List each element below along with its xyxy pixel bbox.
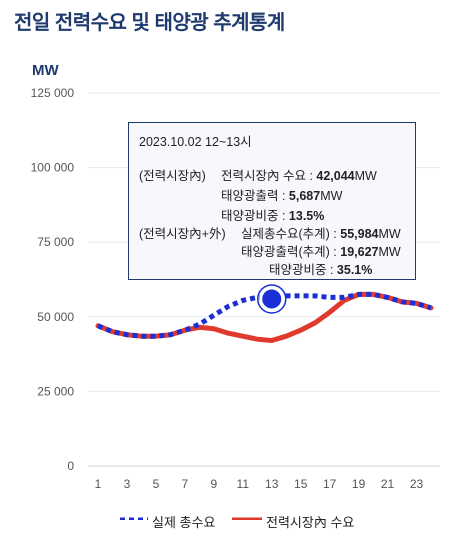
- y-tick-label: 125 000: [31, 86, 75, 100]
- page-title: 전일 전력수요 및 태양광 추계통계: [14, 12, 285, 34]
- tooltip-total-share: 태양광비중 : 35.1%: [269, 263, 373, 277]
- x-tick-label: 5: [153, 477, 160, 491]
- tooltip-market-solar: 태양광출력 : 5,687MW: [221, 189, 343, 203]
- highlight-ring: [256, 284, 287, 314]
- series-line-total-demand: [97, 291, 432, 339]
- chart-legend: 실제 총수요 전력시장內 수요: [0, 510, 465, 534]
- tooltip-market-demand: 전력시장內 수요 : 42,044MW: [221, 169, 377, 183]
- y-tick-label: 25 000: [37, 384, 74, 398]
- legend-label-market: 전력시장內 수요: [266, 515, 355, 530]
- y-axis-unit-label: MW: [32, 62, 59, 79]
- y-tick-label: 100 000: [31, 161, 75, 175]
- y-tick-label: 0: [67, 459, 74, 473]
- x-axis-ticks: 1 3 5 7 9 11 13 15 17 19 21 23: [95, 477, 424, 491]
- highlight-marker: [256, 284, 287, 314]
- tooltip-total-label: (전력시장內+外): [139, 227, 226, 241]
- tooltip-total-demand: 실제총수요(추계) : 55,984MW: [241, 227, 401, 241]
- x-tick-label: 23: [410, 477, 424, 491]
- x-tick-label: 13: [265, 477, 279, 491]
- x-tick-label: 15: [294, 477, 308, 491]
- tooltip-market-label: (전력시장內): [139, 169, 206, 183]
- x-tick-label: 9: [210, 477, 217, 491]
- legend-swatch-total: [120, 517, 148, 520]
- x-tick-label: 7: [182, 477, 189, 491]
- x-tick-label: 17: [323, 477, 337, 491]
- tooltip-market-share: 태양광비중 : 13.5%: [221, 209, 325, 223]
- legend-swatch-market: [232, 517, 262, 520]
- legend-label-total: 실제 총수요: [152, 515, 216, 530]
- y-tick-label: 50 000: [37, 310, 74, 324]
- tooltip-total-solar: 태양광출력(추계) : 19,627MW: [241, 245, 401, 259]
- x-tick-label: 3: [124, 477, 131, 491]
- tooltip-date: 2023.10.02 12~13시: [139, 135, 252, 149]
- x-tick-label: 1: [95, 477, 102, 491]
- x-tick-label: 19: [352, 477, 366, 491]
- data-tooltip: 2023.10.02 12~13시 (전력시장內) 전력시장內 수요 : 42,…: [128, 122, 416, 280]
- y-tick-label: 75 000: [37, 235, 74, 249]
- highlight-point[interactable]: [259, 286, 285, 312]
- y-axis-ticks: 0 25 000 50 000 75 000 100 000 125 000: [31, 86, 75, 473]
- x-tick-label: 21: [381, 477, 395, 491]
- series-lines: [95, 291, 434, 344]
- x-tick-label: 11: [237, 477, 250, 491]
